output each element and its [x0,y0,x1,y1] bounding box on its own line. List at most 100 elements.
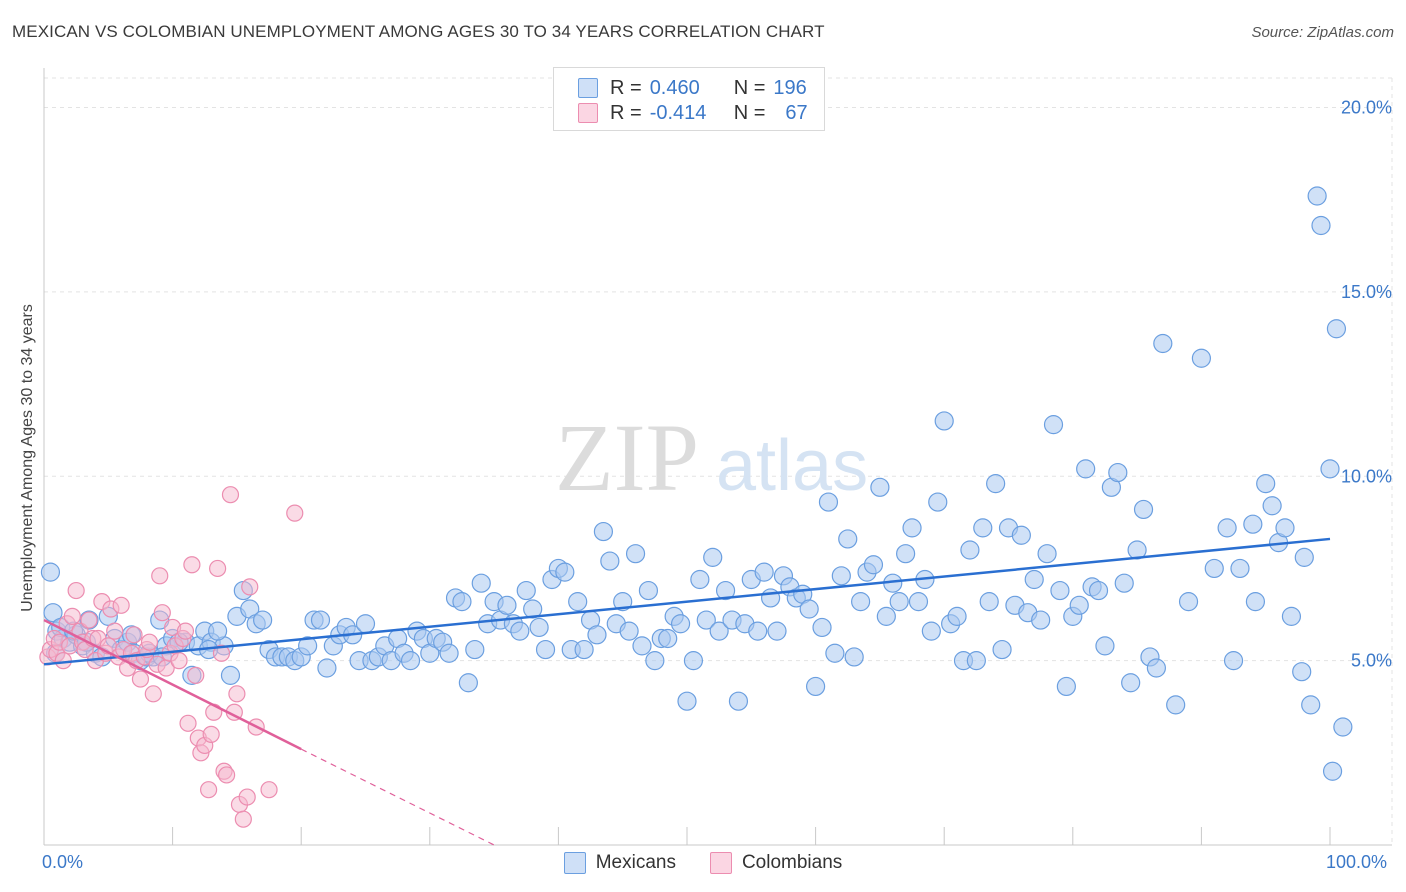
mexicans-point [670,614,691,634]
mexicans-point [555,562,575,582]
mexicans-point [728,691,749,711]
y-tick-label: 10.0% [1341,466,1392,486]
mexicans-point [960,540,980,560]
colombians-point [218,766,236,784]
mexicans-point [921,621,941,641]
mexicans-point [851,592,871,612]
mexicans-point [799,599,819,619]
r-value-mexicans: 0.460 [649,76,700,99]
mexicans-point [220,665,241,685]
mexicans-point [1333,717,1353,737]
n-value-mexicans: 196 [773,76,807,99]
mexicans-point [1133,499,1154,520]
correlation-legend: R = 0.460 N = 196 R = -0.414 N = 67 [553,67,825,131]
colombians-point [228,685,246,703]
mexicans-point [40,562,61,582]
mexicans-point [696,610,716,630]
mexicans-point [568,592,588,612]
mexicans-point [1275,518,1295,538]
mexicans-point [1069,595,1089,615]
legend-swatch-colombians [709,852,732,874]
mexicans-point [831,566,851,586]
mexicans-point [317,658,337,678]
mexicans-point [908,592,929,612]
mexicans-point [1153,333,1173,354]
mexicans-point [1114,573,1134,593]
mexicans-point [465,639,485,660]
mexicans-point [934,411,954,431]
mexicans-point [1311,215,1331,236]
colombians-point [63,607,81,625]
colombians-point [212,644,231,662]
colombians-point [176,622,195,640]
mexicans-point [613,592,633,612]
mexicans-point [805,676,826,697]
mexicans-point [1294,547,1314,567]
mexicans-point [876,606,896,626]
mexicans-point [516,580,536,601]
mexicans-point [1108,462,1128,483]
mexicans-point [1088,580,1109,601]
mexicans-point [1191,348,1212,368]
axes [43,68,1392,846]
mexicans-point [902,518,922,538]
colombians-point [67,581,85,600]
mexicans-point [1127,540,1147,560]
mexicans-point [523,599,543,619]
mexicans-point [1121,673,1141,693]
mexicans-point [677,691,697,711]
mexicans-point [1292,662,1312,682]
mexicans-point [947,606,967,626]
mexicans-point [715,580,736,601]
colombians-trend-extension [300,748,495,846]
x-tick-label-max: 100.0% [1326,852,1388,872]
mexicans-point [1024,569,1044,590]
colombians-point [140,633,159,651]
mexicans-point [587,625,607,645]
mexicans-point [439,643,459,663]
legend-label-colombians: Colombians [741,852,843,873]
n-label: N = [733,76,766,99]
colombians-point [260,781,278,799]
mexicans-point [619,621,639,641]
mexicans-point [43,603,63,623]
colombians-point [187,666,205,684]
mexicans-point [1243,514,1263,534]
mexicans-point [690,569,710,590]
mexicans-point [889,592,909,612]
mexicans-point [645,651,665,671]
colombians-point [170,652,188,670]
mexicans-point [1301,695,1321,715]
mexicans-point [632,636,652,656]
colombians-point [144,685,162,703]
mexicans-point [600,551,620,571]
mexicans-point [497,595,517,615]
mexicans-point [973,518,993,538]
colombians-trend-line [43,618,302,751]
legend-swatch-mexicans [563,852,586,874]
x-tick-label-min: 0.0% [42,852,84,872]
mexicans-point [638,580,659,601]
mexicans-point [683,651,704,671]
mexicans-point [1178,592,1199,612]
mexicans-point [1037,544,1057,564]
legend-label-mexicans: Mexicans [595,852,676,873]
trend-lines [43,537,1331,846]
mexicans-point [1230,558,1250,579]
mexicans-point [535,639,556,660]
mexicans-point [870,477,890,497]
r-value-colombians: -0.414 [649,101,707,124]
colombians-point [153,604,171,622]
y-tick-label: 20.0% [1341,98,1392,118]
mexicans-point [1217,518,1237,538]
mexicans-point [452,592,472,612]
watermark-atlas: atlas [716,426,868,506]
mexicans-point [1204,558,1224,579]
legend-item-mexicans[interactable]: Mexicans [563,852,676,874]
n-value-colombians: 67 [785,101,808,124]
mexicans-point [703,547,723,567]
mexicans-point [1031,610,1051,630]
mexicans-point [825,643,845,663]
legend-item-colombians[interactable]: Colombians [709,852,843,874]
